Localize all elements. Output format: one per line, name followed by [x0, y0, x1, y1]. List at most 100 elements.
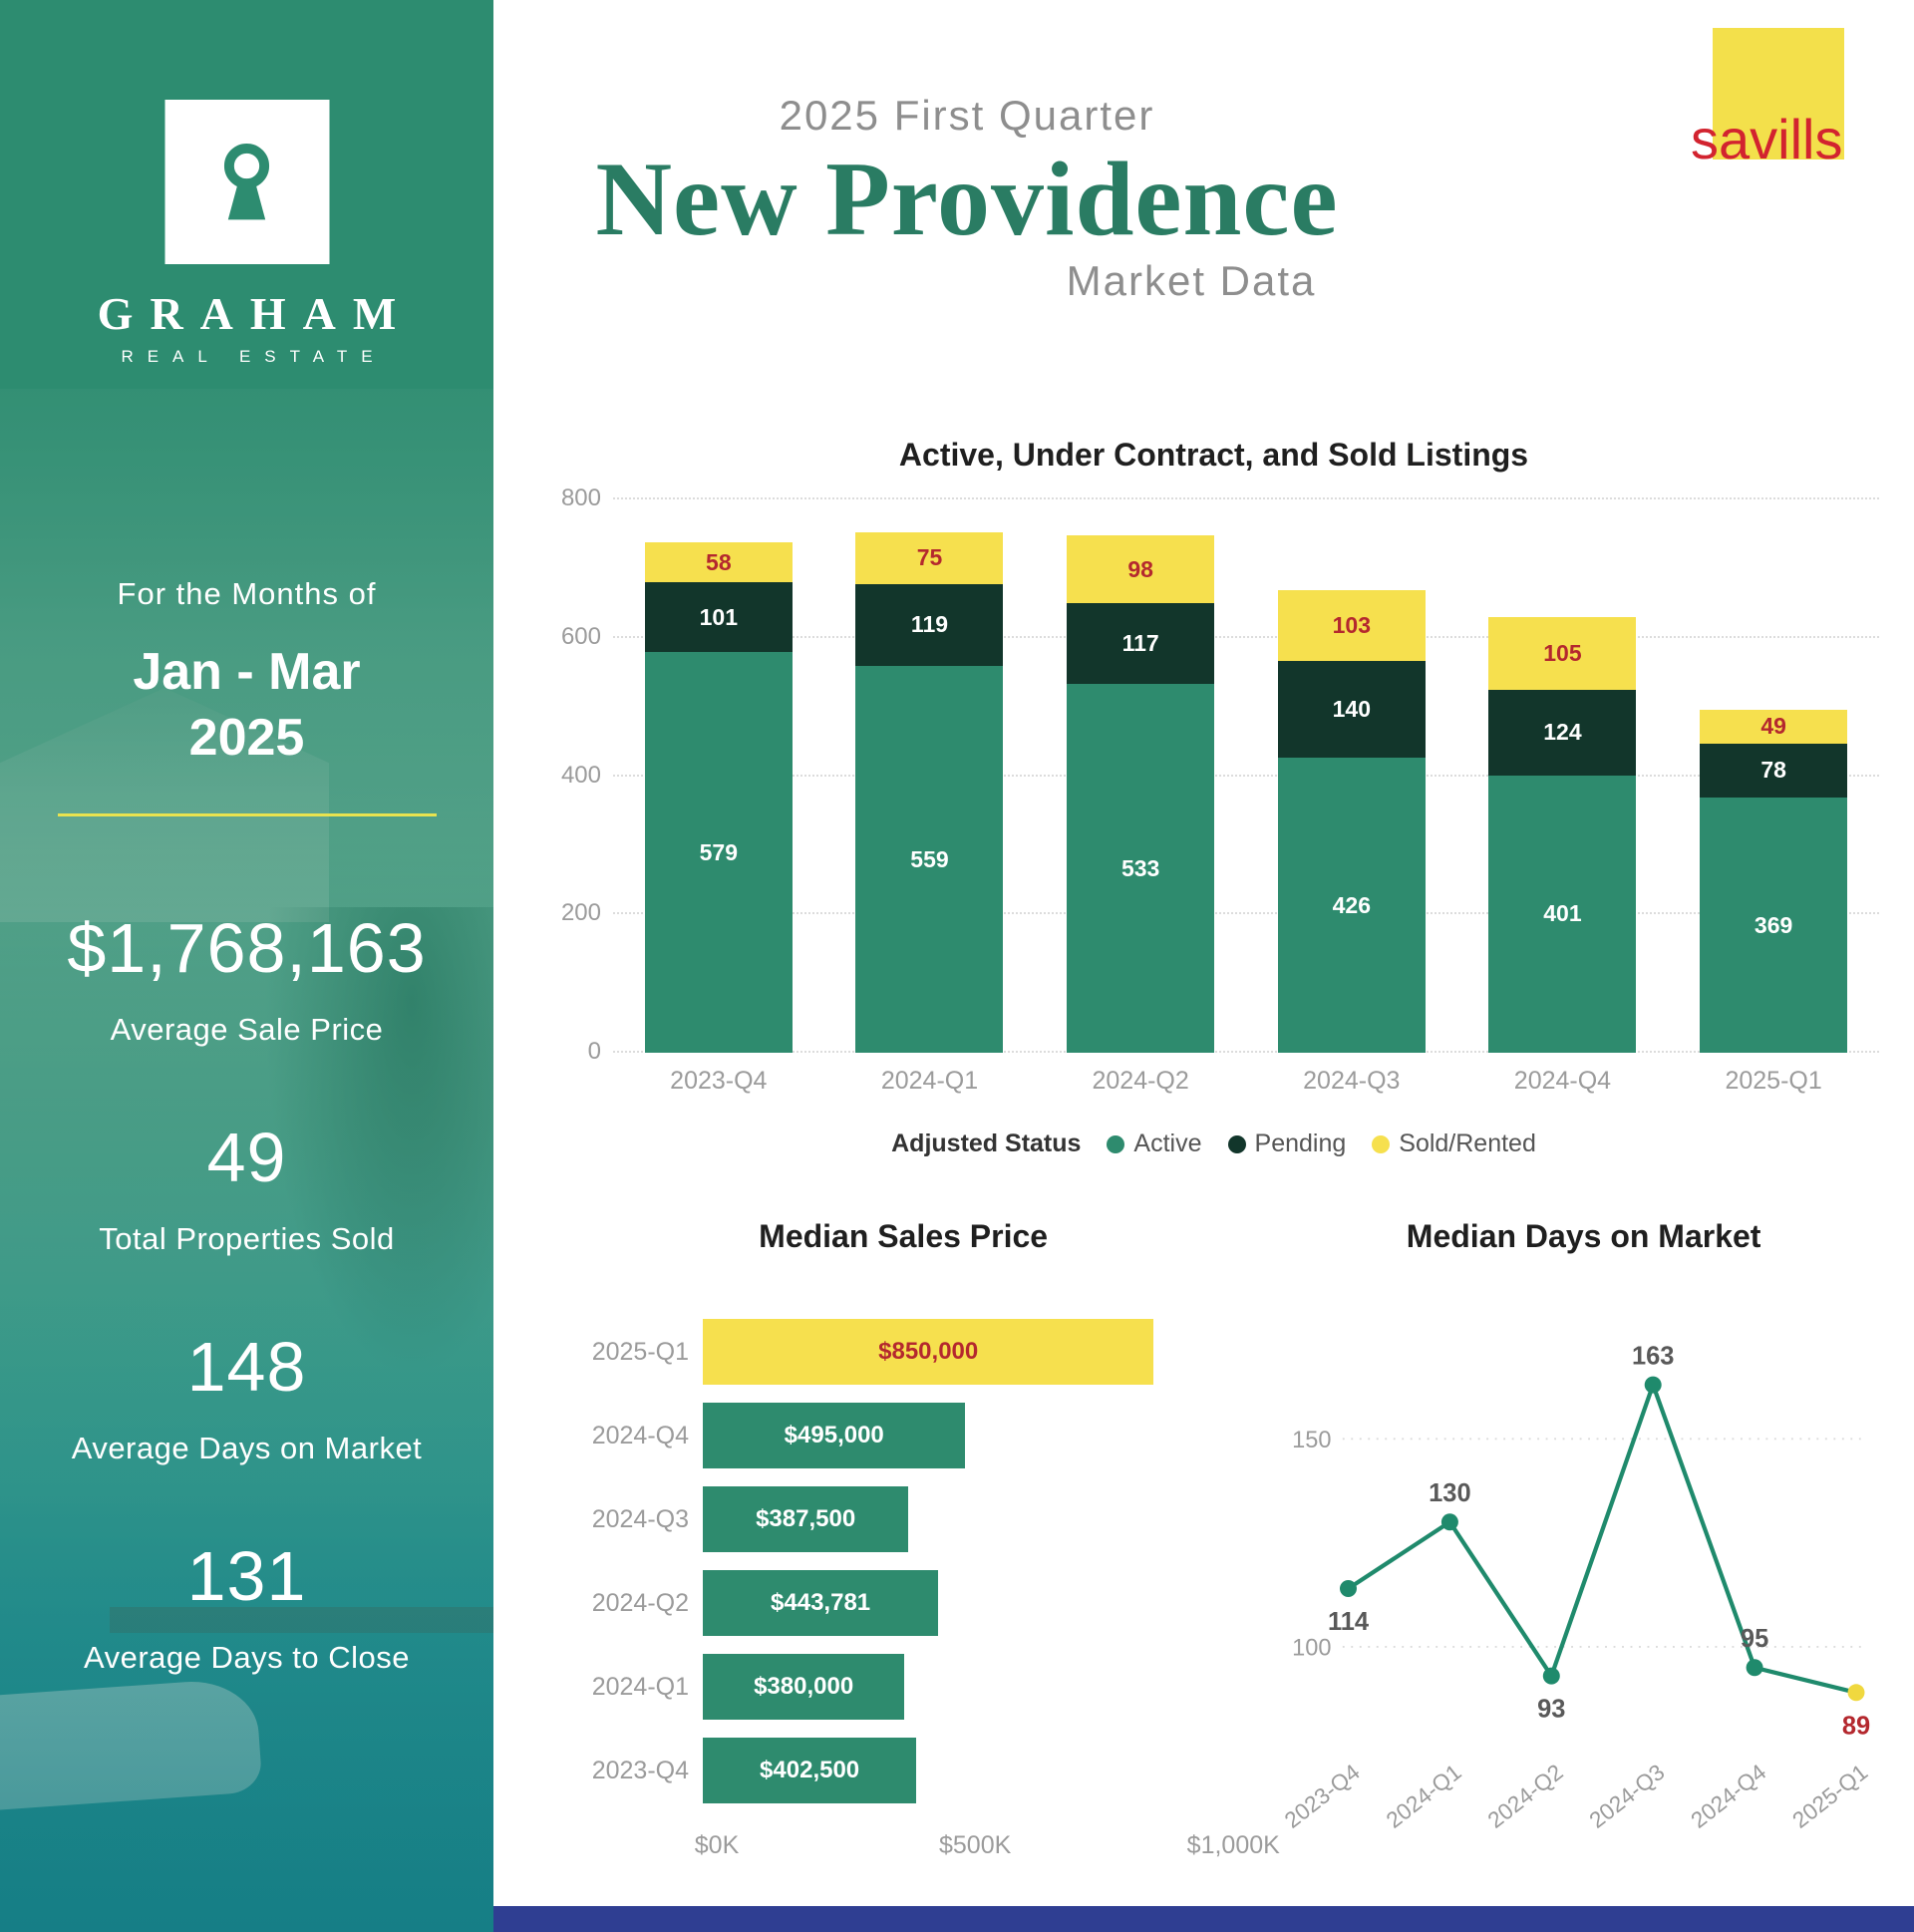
segment-pending-2024-Q2: 117 [1067, 603, 1215, 685]
segment-value: 117 [1121, 630, 1159, 657]
stat-days-to-close: 131 [186, 1537, 307, 1615]
legend-item-sold-rented: Sold/Rented [1372, 1129, 1536, 1158]
bar-2024-Q1: 75 119 559 [855, 499, 1004, 1053]
y-tick-label-600: 600 [560, 622, 601, 650]
price-row-2024-Q2: 2024-Q2 $443,781 [573, 1570, 1233, 1636]
segment-active-2025-Q1: 369 [1700, 798, 1848, 1053]
segment-active-2024-Q4: 401 [1488, 775, 1637, 1053]
footer-strip [493, 1906, 1914, 1932]
gridline-600: 600 [561, 623, 1879, 650]
header-stack: 2025 First Quarter New Providence [553, 0, 1381, 258]
segment-value: 103 [1332, 612, 1371, 639]
stat-days-on-market-label: Average Days on Market [71, 1431, 423, 1465]
legend-label: Pending [1254, 1129, 1347, 1157]
period-intro: For the Months of [117, 576, 377, 611]
x-tick-2025-Q1: 2025-Q1 [1788, 1760, 1873, 1833]
bar-2024-Q2: 98 117 533 [1067, 499, 1215, 1053]
segment-value: 533 [1120, 854, 1160, 881]
legend-item-active: Active [1107, 1129, 1202, 1158]
legend-label: Sold/Rented [1399, 1129, 1536, 1157]
price-bar-value: $387,500 [756, 1505, 856, 1532]
stat-days-to-close-label: Average Days to Close [84, 1640, 410, 1675]
y-tick-label-400: 400 [560, 761, 601, 789]
price-bar-2023-Q4: $402,500 [703, 1738, 917, 1803]
value-label-2024-Q3: 163 [1632, 1342, 1675, 1370]
segment-active-2024-Q1: 559 [855, 666, 1004, 1053]
x-tick-2024-Q1: 2024-Q1 [880, 1067, 979, 1095]
period-year: 2025 [188, 709, 305, 767]
x-tick-2023-Q4: 2023-Q4 [670, 1067, 768, 1095]
price-row-label: 2024-Q3 [591, 1504, 689, 1533]
y-tick-label-100: 100 [1292, 1634, 1331, 1660]
value-label-2024-Q2: 93 [1537, 1696, 1565, 1724]
legend-dot [1372, 1134, 1391, 1153]
price-row-2024-Q4: 2024-Q4 $495,000 [573, 1403, 1233, 1468]
segment-active-2024-Q3: 426 [1277, 758, 1426, 1053]
price-bar-value: $443,781 [771, 1589, 871, 1616]
gridline-200: 200 [561, 899, 1879, 926]
yellow-divider [57, 813, 437, 816]
segment-value: 426 [1332, 891, 1371, 918]
segment-pending-2024-Q4: 124 [1488, 689, 1637, 776]
price-row-label: 2025-Q1 [591, 1337, 689, 1366]
segment-value: 369 [1754, 911, 1793, 938]
segment-sold-rented-2025-Q1: 49 [1700, 709, 1848, 744]
segment-sold-rented-2024-Q1: 75 [855, 531, 1004, 584]
segment-pending-2025-Q1: 78 [1700, 743, 1848, 799]
point-2025-Q1 [1847, 1684, 1865, 1702]
y-tick-label-0: 0 [587, 1038, 601, 1065]
bar-2023-Q4: 58 101 579 [644, 499, 793, 1053]
gridline-800: 800 [561, 484, 1879, 511]
price-bar-2024-Q1: $380,000 [703, 1654, 905, 1720]
median-price-xaxis: $0K $500K $1,000K [695, 1831, 1280, 1865]
savills-logo: savills [1691, 28, 1844, 170]
legend-dot [1107, 1134, 1125, 1153]
segment-value: 75 [916, 544, 943, 571]
bar-2024-Q3: 103 140 426 [1277, 499, 1426, 1053]
segment-value: 579 [699, 838, 739, 865]
photo-green-tint [0, 389, 493, 1932]
brand-tagline: REAL ESTATE [121, 347, 387, 366]
stat-days-on-market: 148 [186, 1328, 307, 1406]
segment-value: 140 [1332, 696, 1371, 723]
legend-title: Adjusted Status [891, 1129, 1082, 1157]
graham-logo [164, 100, 329, 264]
legend-dot [1227, 1134, 1246, 1153]
x-tick-2024-Q4: 2024-Q4 [1513, 1067, 1612, 1095]
x-tick-2024-Q3: 2024-Q3 [1585, 1760, 1670, 1833]
price-row-2025-Q1: 2025-Q1 $850,000 [573, 1319, 1233, 1385]
report-title: New Providence [595, 141, 1339, 257]
segment-sold-rented-2023-Q4: 58 [644, 542, 793, 583]
segment-sold-rented-2024-Q3: 103 [1277, 589, 1426, 662]
listings-chart-plot: 0 200 400 600 800 58 101 579 75 119 559 98 117 533 103… [561, 484, 1879, 1065]
x-tick-2024-Q1: 2024-Q1 [1382, 1760, 1466, 1833]
price-row-label: 2024-Q2 [591, 1588, 689, 1617]
savills-wordmark: savills [1691, 108, 1843, 170]
segment-value: 101 [699, 603, 739, 630]
x-tick-2024-Q2: 2024-Q2 [1092, 1067, 1189, 1095]
price-row-track: $402,500 [703, 1738, 1233, 1803]
segment-pending-2024-Q1: 119 [855, 583, 1004, 667]
price-row-2024-Q3: 2024-Q3 $387,500 [573, 1486, 1233, 1552]
listings-chart-title: Active, Under Contract, and Sold Listing… [898, 437, 1529, 473]
price-bar-2024-Q4: $495,000 [703, 1403, 966, 1468]
days-line [1347, 1378, 1857, 1695]
listings-chart-legend: Adjusted Status Active Pending Sold/Rented [538, 1129, 1889, 1158]
legend-item-pending: Pending [1227, 1129, 1347, 1158]
point-2024-Q1 [1441, 1513, 1459, 1531]
stat-average-sale-price: $1,768,163 [67, 909, 427, 987]
lower-charts: Median Sales Price 2025-Q1 $850,000 2024-Q… [573, 1218, 1894, 1871]
point-2023-Q4 [1340, 1580, 1358, 1598]
point-2024-Q4 [1746, 1659, 1763, 1677]
median-price-bars: 2025-Q1 $850,000 2024-Q4 $495,000 2024-Q3 $38… [573, 1319, 1233, 1803]
value-label-2025-Q1: 89 [1842, 1712, 1870, 1740]
segment-sold-rented-2024-Q2: 98 [1067, 535, 1215, 604]
price-row-label: 2024-Q4 [591, 1421, 689, 1449]
segment-value: 78 [1760, 757, 1786, 784]
listings-chart-xaxis: 2023-Q4 2024-Q1 2024-Q2 2024-Q3 2024-Q4 2025-… [613, 1067, 1879, 1096]
price-bar-2024-Q2: $443,781 [703, 1570, 939, 1636]
point-2024-Q3 [1644, 1376, 1662, 1394]
price-x-tick-2: $1,000K [1186, 1831, 1280, 1859]
price-row-track: $850,000 [703, 1319, 1233, 1385]
segment-active-2024-Q2: 533 [1067, 684, 1215, 1053]
